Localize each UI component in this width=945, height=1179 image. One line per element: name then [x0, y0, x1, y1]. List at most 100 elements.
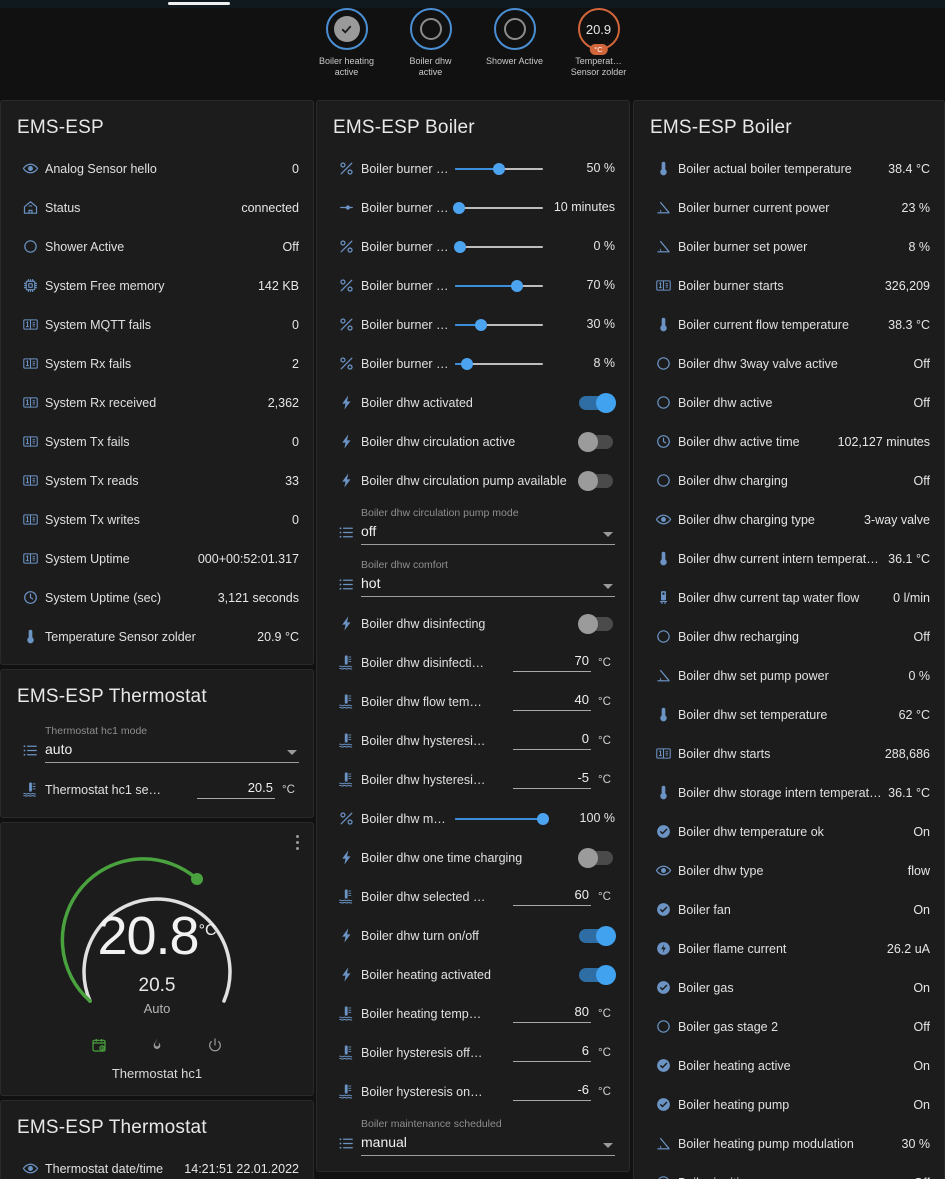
slider-control[interactable] — [455, 810, 549, 828]
number-row[interactable]: Boiler dhw flow tem… 40 °C — [317, 682, 629, 721]
slider-row[interactable]: Boiler burner pump … 30 % — [317, 305, 629, 344]
entity-row[interactable]: Analog Sensor hello 0 — [1, 149, 313, 188]
slider-row[interactable]: Boiler dhw max power 100 % — [317, 799, 629, 838]
select-control[interactable]: Boiler dhw comfort hot — [361, 558, 615, 597]
toggle-row[interactable]: Boiler dhw activated — [317, 383, 629, 422]
number-row[interactable]: Boiler dhw hysteresi… -5 °C — [317, 760, 629, 799]
entity-row[interactable]: Boiler dhw active Off — [634, 383, 944, 422]
entity-row[interactable]: Temperature Sensor zolder 20.9 °C — [1, 617, 313, 656]
number-input[interactable]: 80 — [513, 1004, 591, 1023]
toggle-row[interactable]: Boiler dhw circulation pump available — [317, 461, 629, 500]
number-row[interactable]: Boiler heating temp… 80 °C — [317, 994, 629, 1033]
entity-row[interactable]: System Tx writes 0 — [1, 500, 313, 539]
badge-item[interactable]: Boiler dhw active — [397, 8, 465, 79]
slider-control[interactable] — [454, 238, 543, 256]
entity-row[interactable]: Boiler ignitionOff — [634, 1163, 944, 1179]
entity-row[interactable]: Boiler dhw current tap water flow 0 l/min — [634, 578, 944, 617]
thermostat-mode-row[interactable]: Thermostat hc1 mode auto — [1, 718, 313, 770]
slider-control[interactable] — [455, 160, 543, 178]
flame-icon[interactable] — [149, 1037, 165, 1058]
chevron-down-icon[interactable] — [603, 531, 613, 537]
number-row[interactable]: Boiler hysteresis off… 6 °C — [317, 1033, 629, 1072]
entity-row[interactable]: Boiler gas On — [634, 968, 944, 1007]
slider-knob[interactable] — [475, 318, 488, 331]
slider-knob[interactable] — [461, 357, 474, 370]
select-control[interactable]: Boiler dhw circulation pump mode off — [361, 506, 615, 545]
slider-row[interactable]: Boiler burner selecte… 8 % — [317, 344, 629, 383]
entity-row[interactable]: Boiler dhw 3way valve active Off — [634, 344, 944, 383]
slider-row[interactable]: Boiler burner max po… 50 % — [317, 149, 629, 188]
thermostat-setpoint-row[interactable]: Thermostat hc1 se… 20.5 °C — [1, 770, 313, 809]
toggle-row[interactable]: Boiler heating activated — [317, 955, 629, 994]
entity-row[interactable]: System Uptime 000+00:52:01.317 — [1, 539, 313, 578]
number-input[interactable]: 70 — [513, 653, 591, 672]
slider-control[interactable] — [455, 355, 543, 373]
slider-knob[interactable] — [452, 201, 465, 214]
toggle-switch[interactable] — [579, 392, 616, 413]
toggle-switch[interactable] — [578, 431, 613, 452]
setpoint-input[interactable]: 20.5 — [197, 780, 275, 799]
entity-row[interactable]: Thermostat date/time 14:21:51 22.01.2022 — [1, 1149, 313, 1179]
chevron-down-icon[interactable] — [603, 583, 613, 589]
entity-row[interactable]: Boiler dhw type flow — [634, 851, 944, 890]
entity-row[interactable]: Boiler flame current 26.2 uA — [634, 929, 944, 968]
number-row[interactable]: Boiler dhw hysteresi… 0 °C — [317, 721, 629, 760]
entity-row[interactable]: Boiler gas stage 2 Off — [634, 1007, 944, 1046]
active-tab-indicator[interactable] — [168, 2, 230, 5]
entity-row[interactable]: Boiler heating pump modulation 30 % — [634, 1124, 944, 1163]
toggle-row[interactable]: Boiler dhw one time charging — [317, 838, 629, 877]
badge-item[interactable]: 20.9 °C Temperat… Sensor zolder — [565, 8, 633, 79]
chevron-down-icon[interactable] — [287, 749, 297, 755]
entity-row[interactable]: Boiler fan On — [634, 890, 944, 929]
slider-knob[interactable] — [510, 279, 523, 292]
slider-knob[interactable] — [454, 240, 467, 253]
entity-row[interactable]: System Tx fails 0 — [1, 422, 313, 461]
number-row[interactable]: Boiler dhw disinfecti… 70 °C — [317, 643, 629, 682]
toggle-row[interactable]: Boiler dhw turn on/off — [317, 916, 629, 955]
power-icon[interactable] — [207, 1037, 223, 1058]
select-row[interactable]: Boiler dhw circulation pump mode off — [317, 500, 629, 552]
entity-row[interactable]: Boiler current flow temperature 38.3 °C — [634, 305, 944, 344]
thermostat-mode-select[interactable]: Thermostat hc1 mode auto — [45, 724, 299, 763]
entity-row[interactable]: Boiler burner set power 8 % — [634, 227, 944, 266]
select-row[interactable]: Boiler maintenance scheduled manual — [317, 1111, 629, 1163]
toggle-row[interactable]: Boiler dhw circulation active — [317, 422, 629, 461]
entity-row[interactable]: Boiler dhw current intern temperature 36.… — [634, 539, 944, 578]
chevron-down-icon[interactable] — [603, 1142, 613, 1148]
toggle-switch[interactable] — [578, 470, 613, 491]
number-row[interactable]: Boiler hysteresis on… -6 °C — [317, 1072, 629, 1111]
toggle-switch[interactable] — [579, 964, 616, 985]
entity-row[interactable]: Boiler dhw active time 102,127 minutes — [634, 422, 944, 461]
slider-knob[interactable] — [537, 812, 549, 825]
thermostat-gauge[interactable]: 20.8°C 20.5 Auto — [57, 841, 257, 1031]
entity-row[interactable]: Boiler dhw temperature ok On — [634, 812, 944, 851]
entity-row[interactable]: Status connected — [1, 188, 313, 227]
toggle-switch[interactable] — [579, 925, 616, 946]
select-control[interactable]: Boiler maintenance scheduled manual — [361, 1117, 615, 1156]
toggle-switch[interactable] — [578, 847, 613, 868]
entity-row[interactable]: Boiler dhw storage intern temperature 36.… — [634, 773, 944, 812]
number-input[interactable]: -5 — [513, 770, 591, 789]
slider-control[interactable] — [455, 277, 543, 295]
entity-row[interactable]: Boiler burner starts 326,209 — [634, 266, 944, 305]
entity-row[interactable]: System Free memory 142 KB — [1, 266, 313, 305]
entity-row[interactable]: System Uptime (sec) 3,121 seconds — [1, 578, 313, 617]
entity-row[interactable]: Boiler dhw set pump power 0 % — [634, 656, 944, 695]
number-input[interactable]: 40 — [513, 692, 591, 711]
entity-row[interactable]: System Rx fails 2 — [1, 344, 313, 383]
badge-item[interactable]: Boiler heating active — [313, 8, 381, 79]
toggle-switch[interactable] — [578, 613, 613, 634]
number-input[interactable]: -6 — [513, 1082, 591, 1101]
badge-item[interactable]: Shower Active — [481, 8, 549, 67]
entity-row[interactable]: Boiler heating active On — [634, 1046, 944, 1085]
entity-row[interactable]: Shower Active Off — [1, 227, 313, 266]
slider-row[interactable]: Boiler burner pump … 70 % — [317, 266, 629, 305]
slider-row[interactable]: Boiler burner min p… 10 minutes — [317, 188, 629, 227]
entity-row[interactable]: System Rx received 2,362 — [1, 383, 313, 422]
entity-row[interactable]: Boiler actual boiler temperature 38.4 °C — [634, 149, 944, 188]
number-input[interactable]: 0 — [513, 731, 591, 750]
entity-row[interactable]: Boiler dhw charging type 3-way valve — [634, 500, 944, 539]
slider-knob[interactable] — [493, 162, 505, 175]
entity-row[interactable]: Boiler dhw set temperature 62 °C — [634, 695, 944, 734]
number-input[interactable]: 60 — [513, 887, 591, 906]
